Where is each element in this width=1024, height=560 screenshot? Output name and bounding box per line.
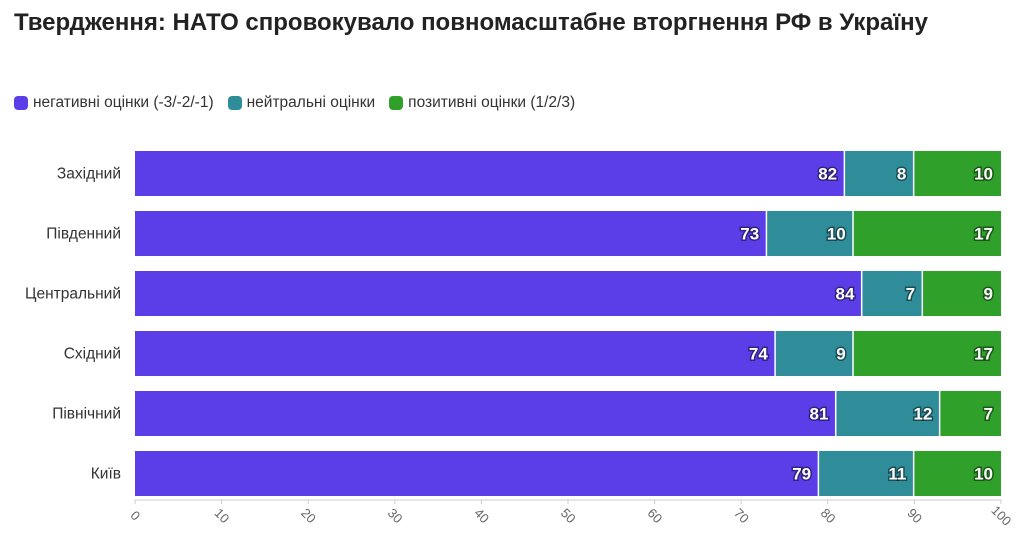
bar-segment bbox=[836, 391, 939, 436]
data-label: 10 bbox=[974, 165, 993, 184]
x-tick-label: 90 bbox=[904, 505, 925, 526]
legend-item: позитивні оцінки (1/2/3) bbox=[389, 94, 575, 112]
legend-item: негативні оцінки (-3/-2/-1) bbox=[14, 94, 214, 112]
legend-label: нейтральні оцінки bbox=[246, 94, 376, 111]
x-tick-label: 30 bbox=[385, 505, 406, 526]
category-label: Східний bbox=[64, 346, 121, 363]
category-label: Західний bbox=[57, 166, 121, 183]
x-tick-label: 10 bbox=[212, 505, 233, 526]
bar-segment bbox=[845, 151, 913, 196]
bar-segment bbox=[914, 451, 1001, 496]
bar-segment bbox=[767, 211, 853, 256]
legend-label: негативні оцінки (-3/-2/-1) bbox=[33, 94, 214, 111]
data-label: 81 bbox=[810, 405, 829, 424]
x-tick-label: 50 bbox=[558, 505, 579, 526]
bar-segment bbox=[135, 391, 835, 436]
bar-segment bbox=[940, 391, 1001, 436]
bar-segment bbox=[135, 271, 861, 316]
data-label: 10 bbox=[974, 465, 993, 484]
chart-title: Твердження: НАТО спровокувало повномасшт… bbox=[14, 9, 928, 36]
bar-segment bbox=[135, 331, 775, 376]
data-label: 10 bbox=[827, 225, 846, 244]
data-label: 73 bbox=[740, 225, 759, 244]
x-tick-label: 60 bbox=[645, 505, 666, 526]
data-label: 17 bbox=[974, 345, 993, 364]
category-label: Центральний bbox=[25, 286, 121, 303]
x-tick-label: 70 bbox=[731, 505, 752, 526]
data-label: 11 bbox=[888, 465, 906, 484]
x-tick-label: 0 bbox=[127, 508, 143, 524]
bar-segment bbox=[853, 211, 1001, 256]
x-tick-label: 40 bbox=[471, 505, 492, 526]
chart-legend: негативні оцінки (-3/-2/-1) нейтральні оц… bbox=[14, 94, 575, 112]
category-label: Північний bbox=[52, 406, 121, 423]
data-label: 12 bbox=[913, 405, 932, 424]
bar-segment bbox=[135, 211, 766, 256]
bar-segment bbox=[819, 451, 913, 496]
legend-swatch bbox=[389, 96, 404, 110]
category-label: Київ bbox=[91, 466, 121, 483]
legend-item: нейтральні оцінки bbox=[227, 94, 376, 112]
legend-swatch bbox=[14, 96, 28, 110]
data-label: 7 bbox=[984, 405, 993, 424]
data-label: 82 bbox=[818, 165, 837, 184]
bar-segment bbox=[853, 331, 1001, 376]
data-label: 17 bbox=[974, 225, 993, 244]
category-label: Південний bbox=[46, 226, 121, 243]
bar-segment bbox=[914, 151, 1001, 196]
bar-segment bbox=[135, 451, 818, 496]
data-label: 84 bbox=[836, 285, 855, 304]
legend-label: позитивні оцінки (1/2/3) bbox=[408, 94, 576, 111]
bar-segment bbox=[135, 151, 844, 196]
bar-segment bbox=[775, 331, 853, 376]
data-label: 7 bbox=[906, 285, 915, 304]
data-label: 9 bbox=[836, 345, 845, 364]
data-label: 79 bbox=[792, 465, 811, 484]
data-label: 74 bbox=[749, 345, 768, 364]
bar-segment bbox=[923, 271, 1001, 316]
x-tick-label: 100 bbox=[988, 503, 1014, 529]
legend-swatch bbox=[227, 96, 242, 110]
data-label: 9 bbox=[984, 285, 993, 304]
bar-segment bbox=[862, 271, 922, 316]
x-tick-label: 20 bbox=[298, 505, 319, 526]
data-label: 8 bbox=[897, 165, 906, 184]
x-tick-label: 80 bbox=[818, 505, 839, 526]
